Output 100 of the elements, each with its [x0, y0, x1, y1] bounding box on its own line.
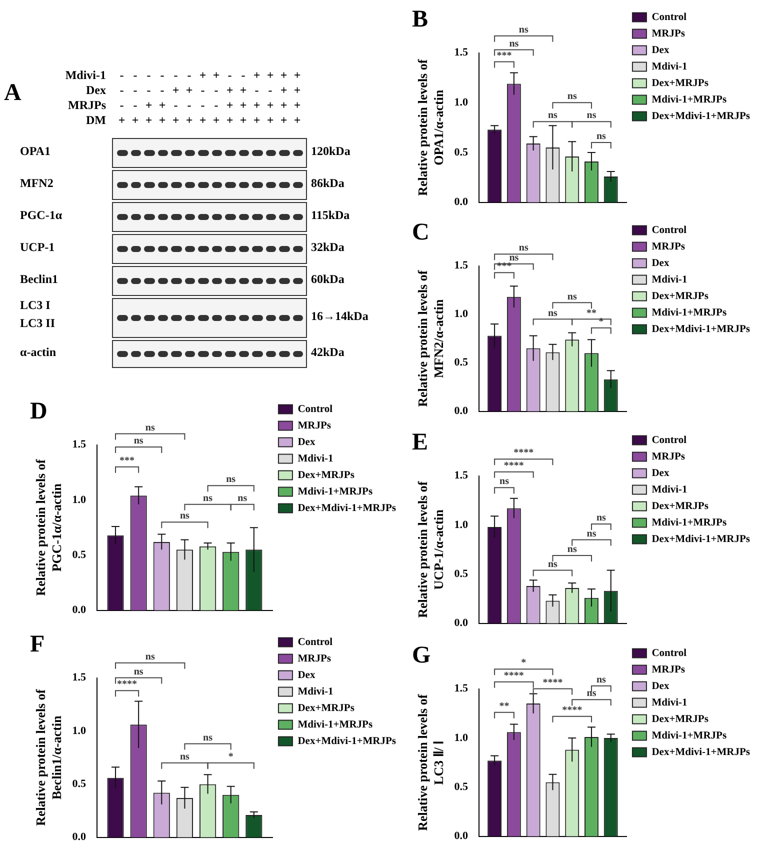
text: **** [504, 460, 524, 472]
y-axis-title: Relative protein levels of LC3 Ⅱ/ Ⅰ [415, 694, 446, 831]
text: MRJPs [67, 98, 106, 113]
annotation: ns [238, 492, 248, 504]
annotation: * [228, 752, 234, 762]
annotation: ** [586, 308, 596, 319]
text: - - + + - - - - + + + + + + [120, 98, 301, 112]
y-tick-label: 0.0 [454, 405, 468, 418]
annotation: ns [567, 291, 577, 302]
legend-label: Dex+Mdivi-1+MRJPs [652, 324, 750, 335]
y-tick-label: 0.5 [72, 778, 86, 790]
annotation: *** [496, 50, 512, 62]
legend-label: Mdivi-1 [652, 484, 688, 496]
text: 60kDa [311, 272, 344, 287]
y-tick-label: 1.0 [454, 732, 468, 744]
text: 16→14kDa [311, 309, 368, 324]
y-axis-title: Relative protein levels of OPA1/α-actin [415, 58, 446, 196]
text: PGC-1α [20, 208, 64, 223]
text: UCP-1 [20, 240, 56, 255]
legend-label: Dex+Mdivi-1+MRJPs [652, 746, 750, 758]
legend-label: Mdivi-1+MRJPs [652, 307, 727, 318]
y-tick-label: 0.0 [72, 604, 86, 616]
text: OPA1 [20, 144, 52, 159]
y-tick-label: 1.5 [454, 682, 468, 695]
text: MFN2 [20, 176, 54, 191]
text: ns [596, 674, 606, 686]
legend-label: Mdivi-1+MRJPs [298, 486, 373, 498]
y-tick-label: 1.5 [454, 46, 468, 59]
legend-label: Dex [652, 680, 670, 692]
text: A [4, 80, 22, 107]
legend-label: Mdivi-1+MRJPs [652, 94, 727, 106]
annotation: ns [596, 512, 606, 524]
y-tick-label: 0.0 [454, 830, 468, 842]
text: LC3 II [20, 316, 56, 331]
chart-title: B [412, 6, 428, 33]
legend-label: Control [652, 434, 687, 446]
legend-label: Dex+MRJPs [652, 714, 708, 725]
chart-title: D [30, 398, 48, 425]
legend-label: Mdivi-1+MRJPs [298, 719, 373, 730]
y-tick-label: 1.5 [72, 438, 86, 451]
legend-label: Mdivi-1 [298, 686, 334, 698]
text: ns [509, 252, 519, 264]
annotation: ns [548, 558, 558, 570]
text: ns [518, 24, 528, 36]
text: ns [145, 651, 155, 662]
y-tick-label: 0.5 [454, 146, 468, 158]
annotation: * [598, 316, 604, 328]
annotation: ns [180, 752, 190, 762]
annotation: ns [567, 91, 577, 102]
annotation: ns [203, 492, 213, 504]
y-tick-label: 0.0 [454, 196, 468, 208]
legend-label: Mdivi-1 [298, 453, 334, 464]
annotation: ns [203, 732, 213, 744]
annotation: ns [567, 544, 577, 556]
legend-label: Dex [298, 436, 316, 448]
legend-label: MRJPs [652, 241, 685, 252]
annotation: *** [120, 455, 135, 466]
text: LC3 I [20, 298, 52, 313]
legend-label: MRJPs [652, 451, 685, 462]
annotation: ns [586, 528, 596, 540]
text: ns [509, 38, 519, 50]
legend-label: Mdivi-1 [652, 697, 688, 708]
text: - - - - - - + + - - + + + + [120, 68, 301, 82]
text: **** [514, 448, 534, 459]
annotation: ns [226, 474, 236, 486]
text: ns [145, 422, 155, 434]
text: ns [518, 242, 528, 254]
legend-label: Dex+MRJPs [652, 500, 708, 512]
legend-label: Dex+Mdivi-1+MRJPs [298, 502, 396, 514]
legend-label: MRJPs [298, 420, 331, 432]
legend-label: Control [652, 224, 687, 236]
chart-title: C [412, 220, 430, 246]
legend-label: Dex [652, 258, 670, 269]
text: Mdivi-1 [64, 68, 106, 83]
annotation: *** [496, 261, 512, 272]
chart-title: G [412, 642, 431, 669]
y-tick-label: 0.5 [72, 549, 86, 562]
annotation: ns [548, 308, 558, 319]
y-tick-label: 1.0 [454, 96, 468, 109]
annotation: ns [596, 131, 606, 142]
legend-label: Control [298, 636, 333, 648]
text: 115kDa [311, 208, 350, 223]
annotation: ns [134, 436, 144, 447]
legend-label: Control [298, 404, 333, 415]
text: α-actin [20, 345, 58, 360]
legend-label: Dex+Mdivi-1+MRJPs [652, 110, 750, 122]
text: - - - - + + - - + + - - + + [120, 83, 301, 97]
annotation: ns [500, 476, 510, 488]
y-tick-label: 1.0 [454, 518, 468, 531]
annotation: ns [586, 110, 596, 122]
y-axis-title: Relative protein levels of Beclin1/α-actin [33, 688, 64, 826]
legend-label: Dex+MRJPs [652, 290, 708, 302]
y-tick-label: 1.5 [454, 260, 468, 272]
legend-label: Control [652, 648, 687, 659]
y-tick-label: 1.0 [454, 308, 468, 320]
y-tick-label: 1.0 [72, 494, 86, 506]
text: **** [504, 670, 524, 682]
y-tick-label: 1.0 [72, 724, 86, 737]
y-tick-label: 0.0 [72, 831, 86, 844]
annotation: **** [117, 679, 138, 690]
